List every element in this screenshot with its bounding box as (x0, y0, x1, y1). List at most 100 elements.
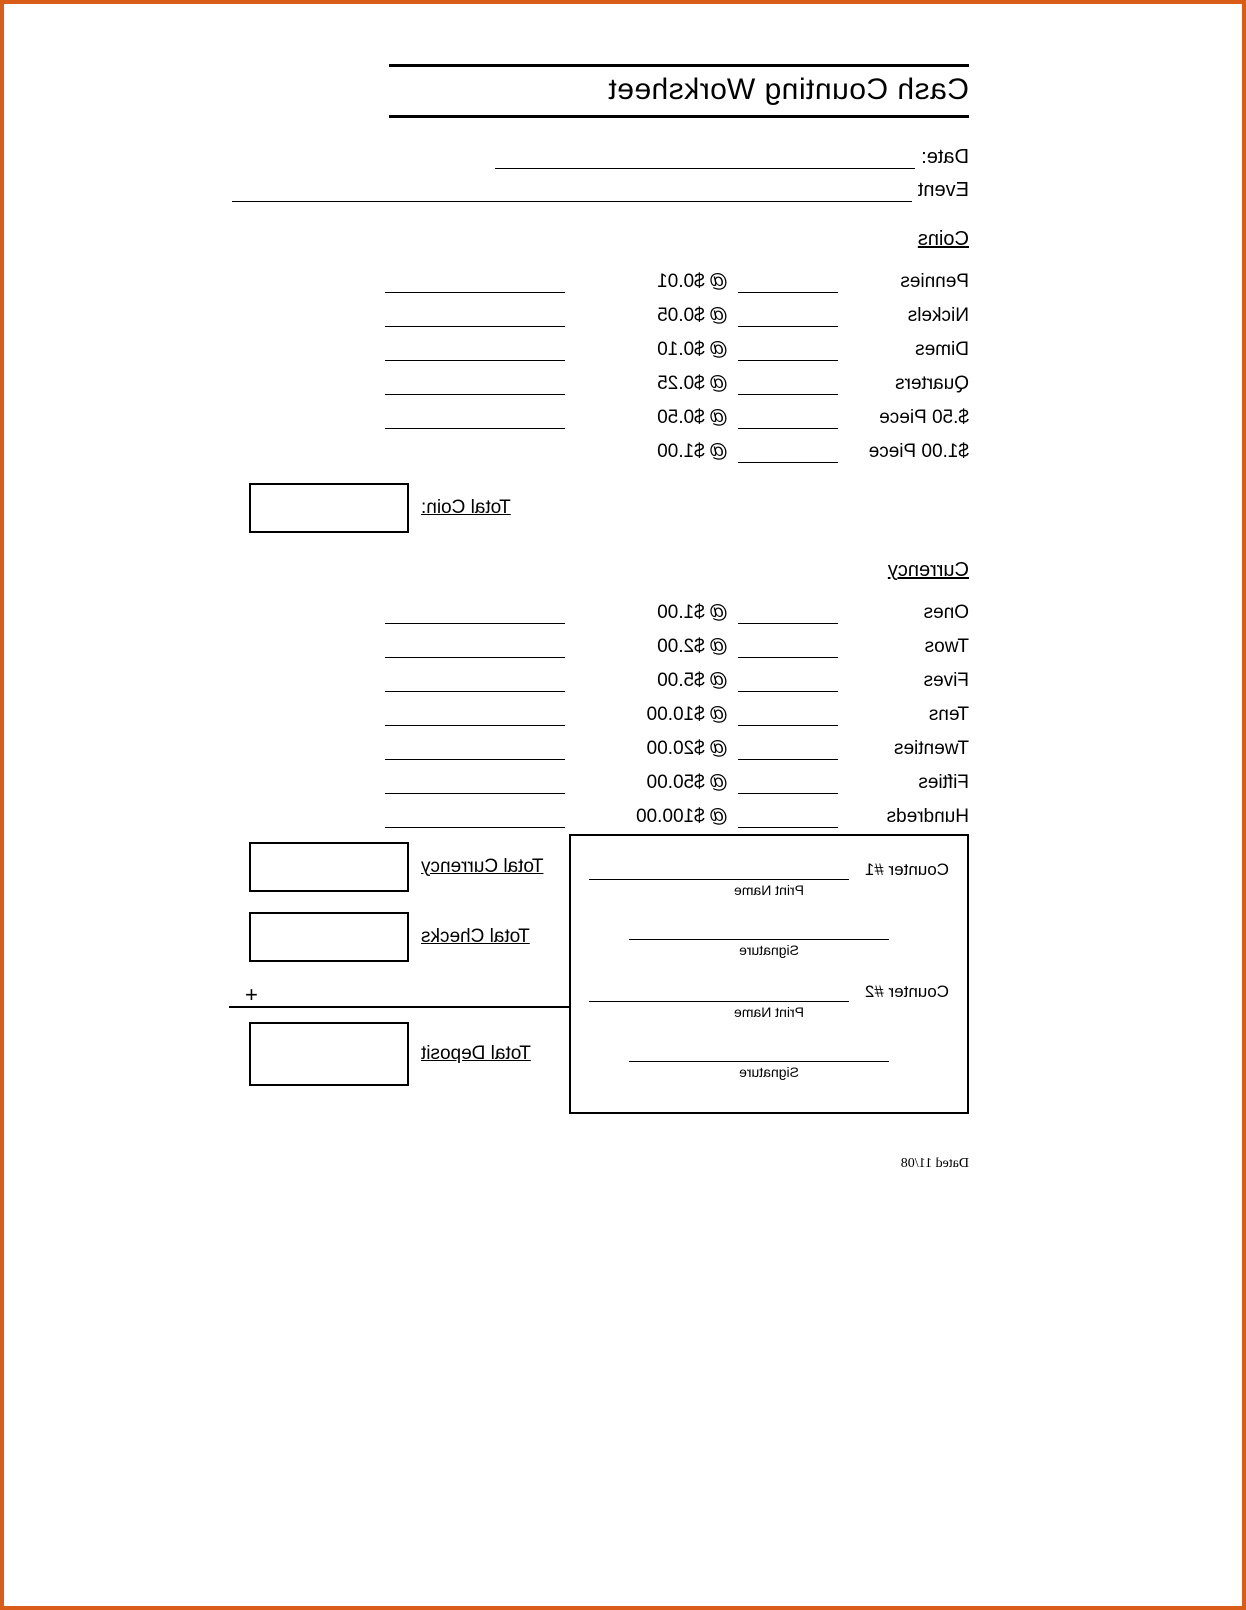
denom-label: Twos (844, 636, 969, 658)
amount-input-line[interactable] (385, 738, 565, 760)
counter2-name-line[interactable] (589, 980, 849, 1002)
count-input-line[interactable] (738, 772, 838, 794)
count-input-line[interactable] (738, 636, 838, 658)
amount-input-line[interactable] (385, 339, 565, 361)
amount-input-line[interactable] (385, 373, 565, 395)
rate-label: $20.00 (625, 738, 705, 760)
count-input-line[interactable] (738, 305, 838, 327)
currency-row: Ones @ $1.00 (119, 590, 969, 624)
date-input-line[interactable] (495, 147, 915, 169)
denom-label: Tens (844, 704, 969, 726)
currency-row: Fives @ $5.00 (119, 658, 969, 692)
at-symbol: @ (705, 373, 732, 395)
amount-input-line[interactable] (385, 602, 565, 624)
at-symbol: @ (705, 670, 732, 692)
print-name-caption: Print Name (589, 1004, 949, 1020)
counter1-signature-line[interactable] (629, 918, 889, 940)
total-coin-label: Total Coin: (409, 497, 969, 519)
amount-input-line[interactable] (385, 407, 565, 429)
coin-row: $1.00 Piece @ $1.00 (119, 429, 969, 463)
rate-label: $0.10 (625, 339, 705, 361)
counter1-label: Counter #1 (849, 860, 949, 880)
total-deposit-label: Total Deposit (409, 1043, 569, 1065)
event-input-line[interactable] (232, 180, 912, 202)
coin-row: $.50 Piece @ $0.50 (119, 395, 969, 429)
denom-label: Fifties (844, 772, 969, 794)
plus-separator-line: + (119, 982, 569, 1008)
at-symbol: @ (705, 704, 732, 726)
count-input-line[interactable] (738, 670, 838, 692)
amount-input-line[interactable] (385, 772, 565, 794)
amount-input-line[interactable] (385, 305, 565, 327)
counters-box: Counter #1 Print Name Signature Counter … (569, 834, 969, 1114)
signature-caption: Signature (589, 1064, 949, 1080)
totals-column: Total Currency Total Checks + Total Depo… (119, 822, 569, 1092)
at-symbol: @ (705, 339, 732, 361)
rate-label: $1.00 (625, 441, 705, 463)
rate-label: $2.00 (625, 636, 705, 658)
denom-label: Nickels (844, 305, 969, 327)
event-label: Event (918, 179, 969, 202)
rate-label: $0.50 (625, 407, 705, 429)
amount-input-line[interactable] (385, 271, 565, 293)
denom-label: Ones (844, 602, 969, 624)
rate-label: $0.25 (625, 373, 705, 395)
total-deposit-box[interactable] (249, 1022, 409, 1086)
currency-row: Twos @ $2.00 (119, 624, 969, 658)
total-checks-line: Total Checks (119, 912, 569, 962)
date-field-row: Date: (119, 146, 969, 169)
at-symbol: @ (705, 636, 732, 658)
at-symbol: @ (705, 772, 732, 794)
event-field-row: Event (119, 179, 969, 202)
worksheet-page: Cash Counting Worksheet Date: Event Coin… (119, 64, 969, 1234)
rate-label: $5.00 (625, 670, 705, 692)
count-input-line[interactable] (738, 738, 838, 760)
at-symbol: @ (705, 738, 732, 760)
coin-row: Dimes @ $0.10 (119, 327, 969, 361)
denom-label: $1.00 Piece (844, 441, 969, 463)
at-symbol: @ (705, 602, 732, 624)
count-input-line[interactable] (738, 373, 838, 395)
at-symbol: @ (705, 806, 732, 828)
count-input-line[interactable] (738, 806, 838, 828)
counter2-signature-line[interactable] (629, 1040, 889, 1062)
count-input-line[interactable] (738, 339, 838, 361)
print-name-caption: Print Name (589, 882, 949, 898)
denom-label: Quarters (844, 373, 969, 395)
amount-input-line[interactable] (385, 670, 565, 692)
at-symbol: @ (705, 271, 732, 293)
at-symbol: @ (705, 407, 732, 429)
count-input-line[interactable] (738, 441, 838, 463)
coins-heading: Coins (119, 228, 969, 251)
counter2-name-row: Counter #2 (589, 980, 949, 1002)
page-title: Cash Counting Worksheet (608, 73, 969, 106)
count-input-line[interactable] (738, 271, 838, 293)
currency-row: Twenties @ $20.00 (119, 726, 969, 760)
total-checks-label: Total Checks (409, 926, 569, 948)
counter1-name-row: Counter #1 (589, 858, 949, 880)
signature-caption: Signature (589, 942, 949, 958)
count-input-line[interactable] (738, 407, 838, 429)
amount-input-line[interactable] (385, 636, 565, 658)
counter2-label: Counter #2 (849, 982, 949, 1002)
document-frame: Cash Counting Worksheet Date: Event Coin… (0, 0, 1246, 1610)
denom-label: Pennies (844, 271, 969, 293)
currency-heading: Currency (119, 559, 969, 582)
counter2-sig-row (589, 1040, 949, 1062)
count-input-line[interactable] (738, 602, 838, 624)
denom-label: Twenties (844, 738, 969, 760)
total-checks-box[interactable] (249, 912, 409, 962)
denom-label: Hundreds (844, 806, 969, 828)
currency-row: Tens @ $10.00 (119, 692, 969, 726)
footer-date: Dated 11/08 (901, 1156, 969, 1172)
rate-label: $50.00 (625, 772, 705, 794)
rate-label: $0.01 (625, 271, 705, 293)
title-rule: Cash Counting Worksheet (389, 64, 969, 118)
at-symbol: @ (705, 441, 732, 463)
count-input-line[interactable] (738, 704, 838, 726)
rate-label: $1.00 (625, 602, 705, 624)
total-coin-box[interactable] (249, 483, 409, 533)
total-currency-box[interactable] (249, 842, 409, 892)
amount-input-line[interactable] (385, 704, 565, 726)
counter1-name-line[interactable] (589, 858, 849, 880)
